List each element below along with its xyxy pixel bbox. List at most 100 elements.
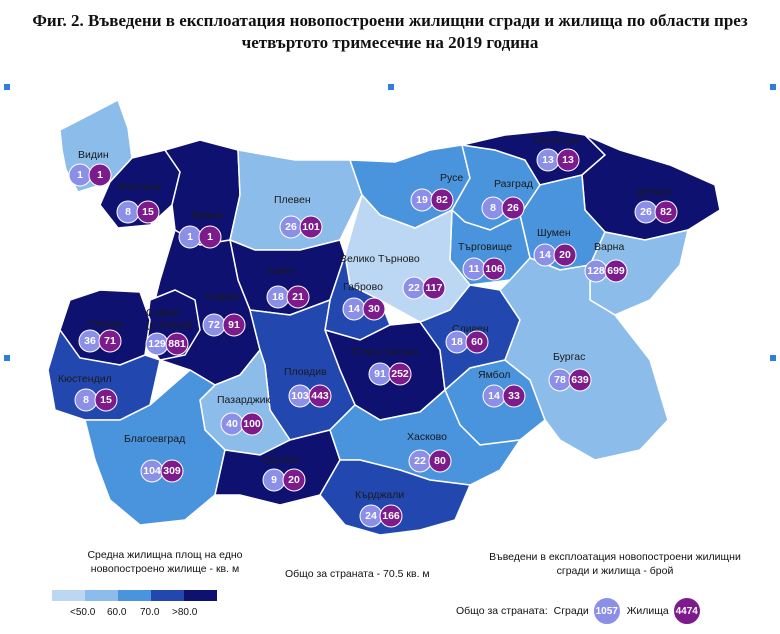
dwellings-count: 82: [660, 206, 672, 218]
dwellings-bubble: [240, 412, 264, 436]
dwellings-bubble: [282, 468, 306, 492]
buildings-count: 18: [272, 291, 284, 303]
dwellings-bubble: [388, 362, 412, 386]
dwellings-count: 80: [434, 455, 446, 467]
dwellings-bubble: [362, 297, 386, 321]
region-label: Русе: [440, 172, 463, 184]
country-total-label: Общо за страната:: [456, 605, 548, 617]
region-label: Пловдив: [284, 366, 327, 378]
country-totals: Общо за страната: Сгради 1057 Жилища 447…: [456, 596, 707, 626]
dwellings-bubble: [501, 196, 525, 220]
buildings-count: 14: [539, 249, 551, 261]
legend-swatch-5: [184, 590, 217, 601]
dwellings-count: 71: [104, 335, 116, 347]
region-label: София (столица): [146, 307, 192, 331]
buildings-count: 1: [77, 169, 83, 181]
legend-tick: >80.0: [172, 607, 198, 618]
legend-tick: <50.0: [70, 607, 96, 618]
legend-swatch-4: [151, 590, 184, 601]
region-благоевград: [84, 369, 226, 526]
dwellings-bubble: [568, 368, 592, 392]
selection-handle[interactable]: [770, 355, 776, 361]
dwellings-count: 13: [562, 154, 574, 166]
regions-layer: [47, 98, 721, 536]
buildings-count: 14: [488, 390, 500, 402]
dwellings-count: 21: [292, 291, 304, 303]
dwellings-count: 20: [288, 474, 300, 486]
dwellings-bubble: [88, 163, 112, 187]
region-label: Габрово: [343, 281, 383, 293]
buildings-count: 128: [587, 265, 605, 277]
buildings-count: 91: [374, 368, 386, 380]
buildings-count: 26: [285, 221, 297, 233]
region-label: Ямбол: [478, 369, 510, 381]
buildings-count: 13: [542, 154, 554, 166]
region-label: Враца: [192, 209, 223, 221]
figure-title: Фиг. 2. Въведени в експлоатация новопост…: [32, 11, 748, 52]
buildings-count: 22: [414, 455, 426, 467]
legend-swatch-3: [118, 590, 151, 601]
dwellings-count: 33: [508, 390, 520, 402]
region-label: Кюстендил: [58, 373, 112, 385]
region-label: Видин: [78, 149, 109, 161]
dwellings-count: 881: [168, 338, 186, 350]
region-label: Търговище: [458, 241, 512, 253]
dwellings-bubble: [422, 276, 446, 300]
region-label: Пазарджик: [217, 394, 271, 406]
dwellings-count: 639: [571, 374, 589, 386]
dwellings-bubble: [556, 148, 580, 172]
dwellings-bubble: [299, 215, 323, 239]
region-label: Велико Търново: [340, 253, 420, 265]
buildings-count: 18: [451, 336, 463, 348]
legend-tick: 60.0: [107, 607, 127, 618]
dwellings-count: 60: [471, 336, 483, 348]
legend-color-scale: [52, 590, 217, 601]
region-label: Кърджали: [355, 489, 404, 501]
region-label: Благоевград: [124, 433, 185, 445]
country-average-area: Общо за страната - 70.5 кв. м: [285, 568, 430, 580]
dwellings-bubble: [502, 384, 526, 408]
dwellings-bubble: [308, 384, 332, 408]
region-label: Смолян: [262, 454, 300, 466]
selection-handle[interactable]: [388, 84, 394, 90]
dwellings-count: 91: [228, 319, 240, 331]
region-label: Ловеч: [266, 265, 295, 277]
region-label: Силистра: [533, 134, 580, 146]
region-label: Плевен: [274, 194, 311, 206]
buildings-count: 103: [291, 390, 309, 402]
dwellings-bubble: [604, 259, 628, 283]
legend-count-title: Въведени в експлоатация новопостроени жи…: [489, 551, 741, 577]
region-label: Бургас: [553, 351, 585, 363]
dwellings-count: 699: [607, 265, 625, 277]
dwellings-count: 1: [207, 231, 213, 243]
dwellings-count: 30: [368, 303, 380, 315]
dwellings-count: 26: [507, 202, 519, 214]
dwellings-bubble: [553, 243, 577, 267]
region-label: Монтана: [118, 181, 161, 193]
buildings-total-bubble: 1057: [592, 597, 621, 625]
region-label: Хасково: [407, 431, 447, 443]
region-label: Стара Загора: [352, 346, 418, 358]
dwellings-count: 1: [97, 169, 103, 181]
dwellings-bubble: [482, 257, 506, 281]
dwellings-bubble: [428, 449, 452, 473]
selection-handle[interactable]: [4, 84, 10, 90]
buildings-count: 129: [148, 338, 166, 350]
buildings-count: 19: [416, 194, 428, 206]
buildings-count: 1: [187, 231, 193, 243]
selection-handle[interactable]: [770, 84, 776, 90]
selection-handle[interactable]: [4, 355, 10, 361]
dwellings-bubble: [379, 504, 403, 528]
buildings-count: 72: [208, 319, 220, 331]
dwellings-label: Жилища: [626, 605, 669, 617]
region-бургас: [499, 257, 669, 461]
buildings-count: 22: [408, 282, 420, 294]
legend-area-title: Средна жилищна площ на едно новопостроен…: [87, 549, 243, 575]
dwellings-count: 252: [391, 368, 409, 380]
buildings-count: 8: [83, 394, 89, 406]
dwellings-count: 309: [163, 465, 181, 477]
region-label: Перник: [88, 318, 124, 330]
dwellings-bubble: [286, 285, 310, 309]
dwellings-bubble: [98, 329, 122, 353]
